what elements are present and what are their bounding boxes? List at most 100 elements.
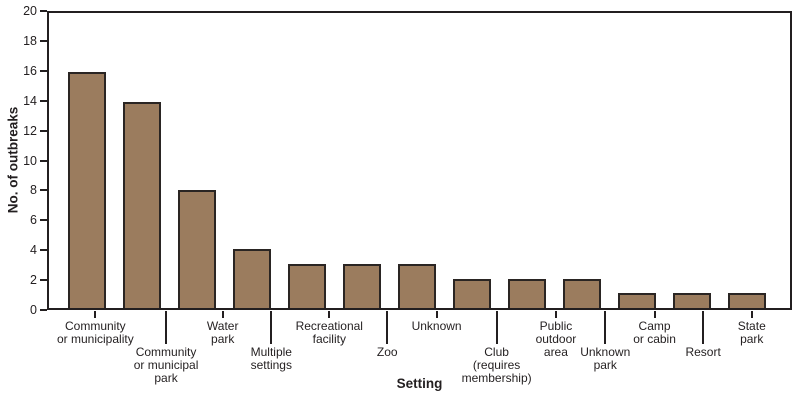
bar-slot <box>224 13 279 308</box>
x-slot: Unknown <box>412 311 462 385</box>
x-tick-mark <box>328 311 331 318</box>
y-tick-mark <box>40 129 47 132</box>
x-tick-mark <box>94 311 97 318</box>
bar-slot <box>554 13 609 308</box>
y-tick-label: 20 <box>23 4 37 18</box>
x-slot: Water park <box>198 311 247 385</box>
x-tick-label: Recreational facility <box>296 320 363 346</box>
x-slot: Public outdoor area <box>532 311 581 385</box>
bar-slot <box>444 13 499 308</box>
x-tick-label-line: Community <box>65 319 126 333</box>
x-tick-label: Water park <box>207 320 239 346</box>
x-tick-label-line: Recreational <box>295 319 363 333</box>
y-tick-mark <box>40 279 47 282</box>
bars-container <box>49 13 790 308</box>
x-axis: Community or municipality Community or muni… <box>47 311 792 385</box>
x-tick-label-line: Unknown <box>411 319 462 333</box>
y-tick-mark <box>40 99 47 102</box>
bar-10 <box>562 278 601 308</box>
y-tick-mark <box>40 159 47 162</box>
x-tick-label: Unknown park <box>580 346 630 372</box>
x-tick-label: Unknown <box>412 320 462 333</box>
x-tick-label-line: Community <box>135 345 197 359</box>
x-slot: Community or municipality <box>57 311 134 385</box>
bar-8 <box>452 278 491 308</box>
y-tick-mark <box>40 69 47 72</box>
y-tick-label: 4 <box>30 243 37 258</box>
x-slot: Resort <box>679 311 728 385</box>
x-tick-mark <box>386 311 389 344</box>
bar-7 <box>397 263 436 308</box>
x-tick-mark <box>435 311 438 318</box>
x-tick-mark <box>221 311 224 318</box>
x-tick-label: Community or municipal park <box>134 346 199 385</box>
bar-slot <box>499 13 554 308</box>
x-tick-label: Community or municipality <box>57 320 134 346</box>
x-slot: Unknown park <box>580 311 630 385</box>
x-slot: Community or municipal park <box>134 311 199 385</box>
x-tick-label-line: or municipality <box>57 332 134 346</box>
x-tick-label-line: settings <box>250 358 292 372</box>
x-tick-mark <box>702 311 705 344</box>
bar-slot <box>114 13 169 308</box>
x-tick-label: Multiple settings <box>251 346 292 372</box>
bar-4 <box>232 249 271 308</box>
bar-slot <box>59 13 114 308</box>
x-tick-label-line: or municipal <box>133 358 199 372</box>
bar-6 <box>342 263 381 308</box>
x-tick-label: Camp or cabin <box>633 320 676 346</box>
x-tick-label-line: Zoo <box>376 345 398 359</box>
x-tick-mark <box>270 311 273 344</box>
x-tick-mark <box>165 311 168 344</box>
y-tick-mark <box>40 309 47 311</box>
y-tick-label: 2 <box>30 273 37 288</box>
x-tick-label-line: State <box>737 319 766 333</box>
bar-slot <box>664 13 719 308</box>
x-slot: Zoo <box>363 311 412 385</box>
bar-1 <box>67 72 106 308</box>
x-slot: Multiple settings <box>247 311 296 385</box>
y-tick-label: 12 <box>23 123 37 138</box>
plot-area <box>47 11 792 310</box>
y-tick-mark <box>40 219 47 222</box>
y-tick-mark <box>40 39 47 42</box>
x-tick-label-line: membership) <box>461 371 532 385</box>
y-tick-mark <box>40 189 47 192</box>
x-tick-label: Club (requires membership) <box>462 346 532 385</box>
x-slot: State park <box>727 311 776 385</box>
bar-11 <box>617 293 656 308</box>
y-tick-label: 18 <box>23 33 37 48</box>
x-tick-label-line: Camp <box>638 319 671 333</box>
bar-13 <box>727 293 766 308</box>
x-tick-mark <box>495 311 498 344</box>
bar-slot <box>609 13 664 308</box>
y-tick-mark <box>40 10 47 12</box>
bar-12 <box>672 293 711 308</box>
x-tick-label-line: park <box>154 371 178 385</box>
x-tick-label: Resort <box>685 346 720 359</box>
y-tick-label: 0 <box>30 303 37 317</box>
x-axis-title: Setting <box>396 376 443 391</box>
bar-3 <box>177 190 216 308</box>
y-tick-mark <box>40 249 47 252</box>
x-slot: Recreational facility <box>296 311 363 385</box>
bar-5 <box>287 263 326 308</box>
x-tick-label-line: Multiple <box>250 345 292 359</box>
x-slot: Camp or cabin <box>630 311 679 385</box>
x-tick-label-line: park <box>211 332 235 346</box>
y-tick-label: 10 <box>23 153 37 168</box>
y-tick-label: 8 <box>30 183 37 198</box>
bar-slot <box>279 13 334 308</box>
y-tick-label: 14 <box>23 93 37 108</box>
x-tick-label-line: (requires <box>472 358 521 372</box>
x-tick-mark <box>750 311 753 318</box>
x-tick-label-line: facility <box>312 332 346 346</box>
x-tick-label-line: Club <box>484 345 509 359</box>
x-slot: Club (requires membership) <box>462 311 532 385</box>
y-tick-label: 6 <box>30 213 37 228</box>
bar-2 <box>122 101 161 308</box>
bar-9 <box>507 278 546 308</box>
x-tick-mark <box>653 311 656 318</box>
x-tick-mark <box>554 311 557 318</box>
